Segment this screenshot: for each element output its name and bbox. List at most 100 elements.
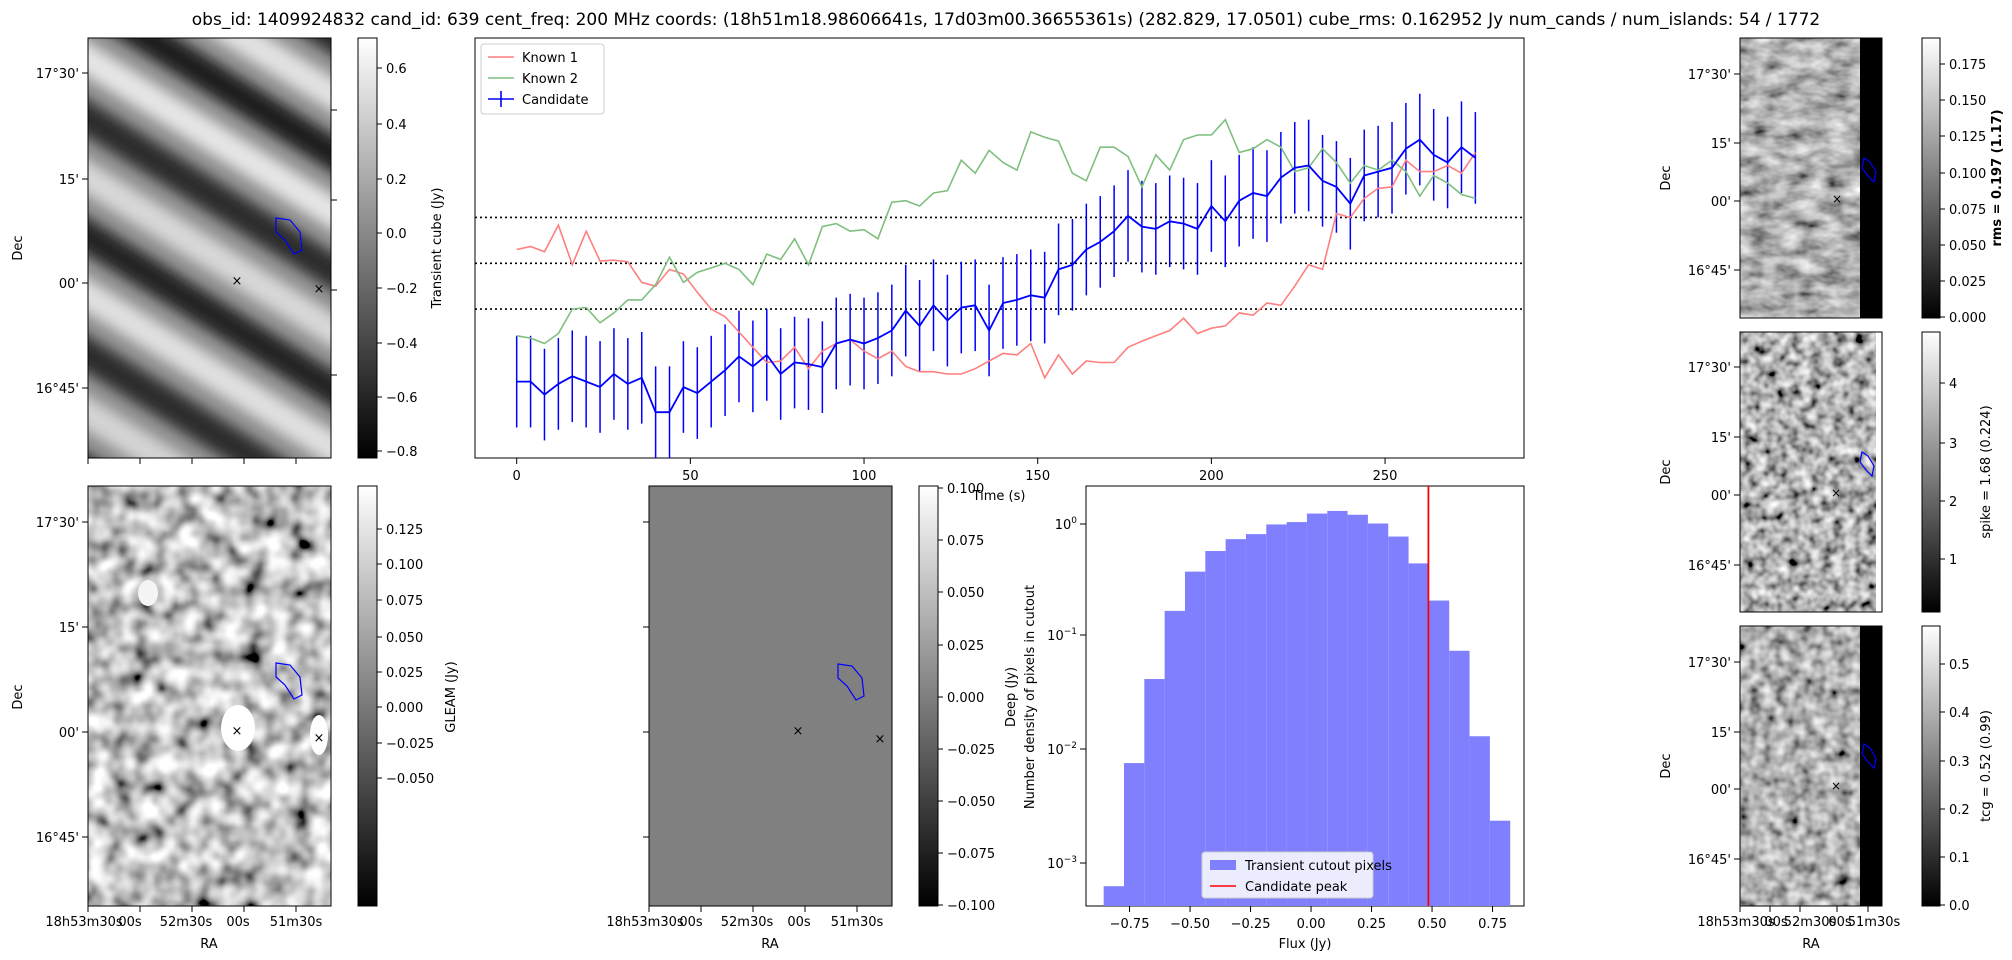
bright-source bbox=[310, 715, 328, 755]
rms-image bbox=[1740, 38, 1882, 318]
colorbar-tick: 0.075 bbox=[947, 534, 984, 549]
bright-source bbox=[221, 705, 255, 751]
colorbar-tick: 0.125 bbox=[386, 523, 423, 538]
histogram-bar bbox=[1347, 514, 1368, 906]
colorbar-tick: 0.175 bbox=[1949, 58, 1986, 73]
time-tick-label: 200 bbox=[1199, 469, 1224, 484]
colorbar-tick: 0.125 bbox=[1949, 130, 1986, 145]
dec-tick: 15' bbox=[59, 621, 79, 636]
transient-colorbar: 0.6 0.4 0.2 0.0 −0.2 −0.4 −0.6 −0.8 Tran… bbox=[357, 37, 445, 460]
ra-tick: 00s bbox=[226, 915, 250, 930]
dec-tick: 15' bbox=[1711, 137, 1731, 152]
dec-tick: 15' bbox=[1711, 726, 1731, 741]
colorbar-tick: 0.1 bbox=[1949, 851, 1970, 866]
colorbar-tick: 0.075 bbox=[1949, 203, 1986, 218]
candidate-contour bbox=[1861, 743, 1877, 770]
colorbar-label: Deep (Jy) bbox=[1004, 667, 1019, 727]
colorbar-tick: 0.000 bbox=[386, 701, 423, 716]
known-source-marker: × bbox=[875, 732, 886, 747]
legend-label: Candidate bbox=[522, 93, 588, 108]
time-tick-label: 0 bbox=[513, 469, 521, 484]
known-source-marker: × bbox=[1885, 786, 1895, 800]
colorbar-tick: 0.2 bbox=[1949, 803, 1970, 818]
rms-panel: × × 17°30' 15' 00' 16°45' Dec bbox=[1659, 37, 1883, 319]
colorbar-tick: 0.4 bbox=[386, 118, 407, 133]
dec-tick: 00' bbox=[59, 726, 79, 741]
ra-tick: 51m30s bbox=[270, 915, 323, 930]
ra-tick: 00s bbox=[679, 915, 703, 930]
spike-image bbox=[1740, 332, 1882, 612]
colorbar-tick: 0.3 bbox=[1949, 755, 1970, 770]
colorbar-tick: 0.025 bbox=[1949, 275, 1986, 290]
candidate-contour bbox=[837, 663, 865, 701]
colorbar-tick: −0.050 bbox=[947, 795, 995, 810]
histogram-bar bbox=[1449, 650, 1470, 906]
time-tick-label: 100 bbox=[852, 469, 877, 484]
legend-label: Known 2 bbox=[522, 72, 578, 87]
candidate-contour bbox=[1859, 451, 1875, 478]
colorbar-tick: 3 bbox=[1949, 437, 1957, 452]
ra-axis-label: RA bbox=[1802, 937, 1820, 952]
time-tick-label: 50 bbox=[682, 469, 699, 484]
dec-tick: 16°45' bbox=[36, 382, 79, 397]
gleam-axes: 17°30' 15' 00' 16°45' Dec 18h53m30s 00s … bbox=[11, 516, 322, 952]
colorbar-tick: 0.100 bbox=[386, 558, 423, 573]
colorbar-label: spike = 1.68 (0.224) bbox=[1979, 405, 1994, 538]
candidate-marker: × bbox=[793, 724, 804, 739]
colorbar-tick: 4 bbox=[1949, 377, 1957, 392]
time-axis-label: Time (s) bbox=[972, 489, 1026, 504]
flux-axis-ticks: −0.75 −0.50 −0.25 0.00 0.25 0.50 0.75 bbox=[1110, 906, 1507, 932]
ra-tick: 00s bbox=[118, 915, 142, 930]
candidate-marker: × bbox=[232, 724, 243, 739]
histogram-bar bbox=[1286, 522, 1307, 906]
colorbar-label: Transient cube (Jy) bbox=[430, 188, 445, 310]
tcg-image bbox=[1740, 626, 1882, 906]
colorbar-tick: 2 bbox=[1949, 495, 1957, 510]
colorbar-tick: −0.4 bbox=[386, 337, 418, 352]
deep-image bbox=[649, 486, 892, 906]
histogram-bar bbox=[1428, 600, 1450, 906]
deep-colorbar: 0.100 0.075 0.050 0.025 0.000 −0.025 −0.… bbox=[918, 482, 1019, 914]
bright-source bbox=[138, 580, 158, 606]
dec-axis-label: Dec bbox=[1659, 165, 1674, 190]
histogram-bar bbox=[1469, 736, 1490, 906]
histogram-plot: −0.75 −0.50 −0.25 0.00 0.25 0.50 0.75 100 10−1… bbox=[1023, 485, 1525, 952]
histogram-bar bbox=[1408, 563, 1429, 906]
histogram-bars bbox=[1103, 510, 1511, 906]
gleam-colorbar: 0.125 0.100 0.075 0.050 0.025 0.000 −0.0… bbox=[357, 485, 459, 907]
colorbar-tick: 0.4 bbox=[1949, 706, 1970, 721]
candidate-marker: × bbox=[1831, 486, 1841, 500]
ra-tick: 51m30s bbox=[1848, 915, 1901, 930]
colorbar-tick: −0.6 bbox=[386, 391, 418, 406]
dec-tick: 17°30' bbox=[36, 516, 79, 531]
histogram-bar bbox=[1306, 513, 1328, 906]
colorbar-label: rms = 0.197 (1.17) bbox=[1990, 109, 2005, 246]
histogram-legend: Transient cutout pixels Candidate peak bbox=[1201, 851, 1392, 899]
dec-tick: 00' bbox=[59, 277, 79, 292]
histogram-bar bbox=[1164, 610, 1185, 906]
known-1-line bbox=[516, 152, 1477, 380]
histogram-bar bbox=[1489, 820, 1511, 906]
log-tick: 100 bbox=[1055, 516, 1078, 533]
dec-tick: 15' bbox=[1711, 431, 1731, 446]
dec-tick: 16°45' bbox=[1688, 853, 1731, 868]
spike-panel: × × 17°30' 15' 00' 16°45' Dec bbox=[1659, 331, 1895, 613]
deep-axes: 18h53m30s 00s 52m30s 00s 51m30s RA bbox=[606, 521, 883, 952]
histogram-bar bbox=[1225, 539, 1246, 906]
ra-tick: 18h53m30s bbox=[45, 915, 123, 930]
histogram-bar bbox=[1367, 523, 1389, 906]
histogram-bar bbox=[1205, 551, 1226, 906]
dec-tick: 16°45' bbox=[36, 831, 79, 846]
flux-tick-label: −0.75 bbox=[1110, 917, 1150, 932]
colorbar-tick: 0.000 bbox=[1949, 311, 1986, 326]
candidate-contour bbox=[275, 662, 303, 700]
known-source-marker: × bbox=[1885, 493, 1895, 507]
ra-tick: 52m30s bbox=[160, 915, 213, 930]
dec-tick: 16°45' bbox=[1688, 264, 1731, 279]
colorbar-tick: −0.050 bbox=[386, 772, 434, 787]
tcg-panel: × × 17°30' 15' 00' 16°45' Dec 18h53m30s … bbox=[1659, 625, 1901, 952]
time-axis-ticks: 0 50 100 150 200 250 bbox=[513, 458, 1397, 484]
flux-tick-label: −0.50 bbox=[1170, 917, 1210, 932]
rms-colorbar: 0.175 0.150 0.125 0.100 0.075 0.050 0.02… bbox=[1921, 37, 2005, 326]
flux-tick-label: −0.25 bbox=[1231, 917, 1271, 932]
